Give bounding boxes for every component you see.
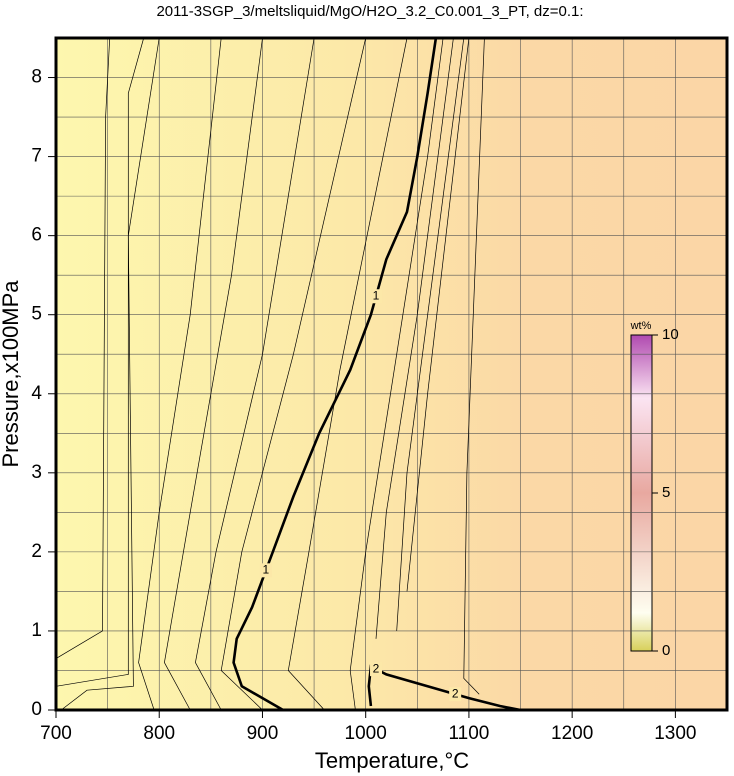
y-tick-label: 6 bbox=[31, 225, 42, 246]
x-tick-label: 1000 bbox=[345, 723, 387, 744]
colorbar-tick-label: 5 bbox=[662, 484, 670, 501]
y-tick-label: 3 bbox=[31, 462, 42, 483]
contour-line bbox=[406, 37, 470, 592]
colorbar-label: wt% bbox=[630, 320, 652, 332]
colorbar-tick-label: 10 bbox=[662, 326, 679, 343]
x-tick-label: 1200 bbox=[551, 723, 593, 744]
contour-label-bg bbox=[370, 662, 383, 677]
x-tick-label: 700 bbox=[40, 723, 72, 744]
colorbar bbox=[630, 334, 653, 652]
contour-label-bg bbox=[370, 289, 383, 304]
contour-line bbox=[60, 37, 160, 711]
contour-line bbox=[164, 37, 263, 711]
x-tick-label: 1100 bbox=[448, 723, 489, 744]
contour-line bbox=[463, 37, 485, 695]
contour-line-bold bbox=[232, 37, 438, 712]
contour-label-bg bbox=[259, 563, 272, 578]
contour-line bbox=[287, 37, 408, 711]
contour-label-bg bbox=[449, 687, 462, 702]
chart-title: 2011-3SGP_3/meltsliquid/MgO/H2O_3.2_C0.0… bbox=[156, 3, 583, 20]
x-tick-label: 1300 bbox=[654, 723, 696, 744]
y-tick-label: 1 bbox=[31, 620, 42, 641]
contour-line bbox=[195, 37, 315, 711]
y-tick-label: 2 bbox=[31, 541, 42, 562]
x-tick-label: 900 bbox=[247, 723, 279, 744]
contour-line bbox=[220, 37, 367, 711]
contour-line bbox=[55, 37, 111, 659]
plot-background bbox=[56, 38, 727, 710]
contour-label: 2 bbox=[452, 686, 459, 700]
contour-line bbox=[138, 37, 222, 711]
contour-label: 2 bbox=[373, 661, 380, 675]
contour-line bbox=[396, 37, 465, 631]
contour-line bbox=[55, 37, 145, 687]
x-axis-label: Temperature,°C bbox=[315, 748, 469, 773]
contour-line bbox=[349, 37, 444, 711]
y-tick-label: 4 bbox=[31, 383, 42, 404]
y-tick-label: 5 bbox=[31, 304, 42, 325]
y-axis-label: Pressure,x100MPa bbox=[0, 280, 23, 468]
y-tick-label: 8 bbox=[31, 67, 42, 88]
contour-label: 1 bbox=[373, 288, 380, 302]
colorbar-tick-label: 0 bbox=[662, 642, 670, 659]
x-tick-label: 800 bbox=[143, 723, 175, 744]
y-tick-label: 7 bbox=[31, 146, 42, 167]
contour-label: 1 bbox=[263, 563, 270, 577]
plot-frame bbox=[54, 36, 729, 712]
contour-line bbox=[375, 37, 454, 639]
contour-line-bold bbox=[367, 664, 521, 712]
y-tick-label: 0 bbox=[31, 699, 42, 720]
